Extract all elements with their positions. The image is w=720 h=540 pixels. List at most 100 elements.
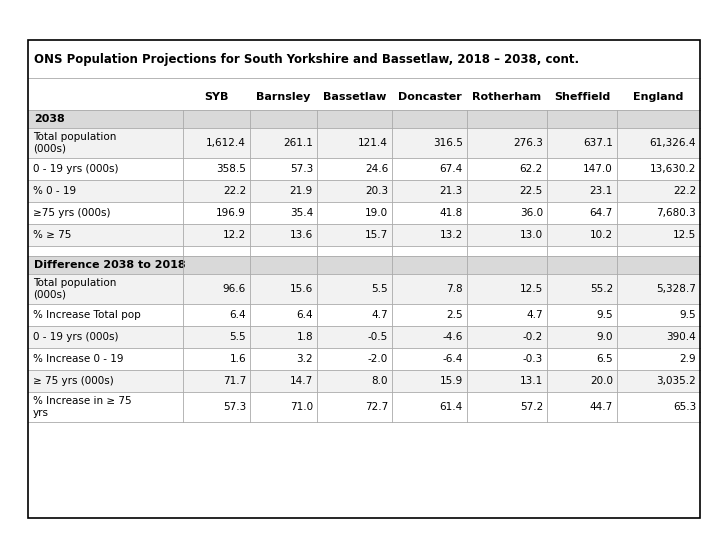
- Text: Barnsley: Barnsley: [256, 92, 311, 102]
- Text: 71.7: 71.7: [222, 376, 246, 386]
- Text: 20.3: 20.3: [365, 186, 388, 196]
- Text: 57.2: 57.2: [520, 402, 543, 412]
- Text: 0 - 19 yrs (000s): 0 - 19 yrs (000s): [33, 164, 119, 174]
- Text: 5.5: 5.5: [372, 284, 388, 294]
- Text: 57.3: 57.3: [289, 164, 313, 174]
- Text: % Increase in ≥ 75
yrs: % Increase in ≥ 75 yrs: [33, 396, 132, 418]
- Bar: [28, 326, 700, 348]
- Text: 121.4: 121.4: [358, 138, 388, 148]
- Bar: [28, 158, 700, 180]
- Text: 196.9: 196.9: [216, 208, 246, 218]
- Text: 15.9: 15.9: [440, 376, 463, 386]
- Text: 6.4: 6.4: [230, 310, 246, 320]
- Bar: [28, 274, 700, 304]
- Text: 9.5: 9.5: [596, 310, 613, 320]
- Text: 55.2: 55.2: [590, 284, 613, 294]
- Text: 2.9: 2.9: [680, 354, 696, 364]
- Text: ≥ 75 yrs (000s): ≥ 75 yrs (000s): [33, 376, 114, 386]
- Text: 8.0: 8.0: [372, 376, 388, 386]
- Text: -4.6: -4.6: [443, 332, 463, 342]
- Text: 2038: 2038: [34, 114, 65, 124]
- Text: 57.3: 57.3: [222, 402, 246, 412]
- Bar: [28, 202, 700, 224]
- Text: 4.7: 4.7: [372, 310, 388, 320]
- Text: 1.6: 1.6: [230, 354, 246, 364]
- Text: 637.1: 637.1: [583, 138, 613, 148]
- Text: % ≥ 75: % ≥ 75: [33, 230, 71, 240]
- Text: 358.5: 358.5: [216, 164, 246, 174]
- Text: 276.3: 276.3: [513, 138, 543, 148]
- Text: Doncaster: Doncaster: [397, 92, 462, 102]
- Text: 261.1: 261.1: [283, 138, 313, 148]
- Text: 65.3: 65.3: [672, 402, 696, 412]
- Text: 5,328.7: 5,328.7: [656, 284, 696, 294]
- Text: -0.3: -0.3: [523, 354, 543, 364]
- Text: 61.4: 61.4: [440, 402, 463, 412]
- Text: 21.9: 21.9: [289, 186, 313, 196]
- Text: -0.5: -0.5: [368, 332, 388, 342]
- Bar: [28, 110, 700, 128]
- Text: 71.0: 71.0: [290, 402, 313, 412]
- Text: % 0 - 19: % 0 - 19: [33, 186, 76, 196]
- Text: 15.7: 15.7: [365, 230, 388, 240]
- Text: 7.8: 7.8: [446, 284, 463, 294]
- Text: 0 - 19 yrs (000s): 0 - 19 yrs (000s): [33, 332, 119, 342]
- Bar: [28, 304, 700, 326]
- Text: 62.2: 62.2: [520, 164, 543, 174]
- Text: 4.7: 4.7: [526, 310, 543, 320]
- Text: 23.1: 23.1: [590, 186, 613, 196]
- Text: 9.5: 9.5: [680, 310, 696, 320]
- Text: 13.0: 13.0: [520, 230, 543, 240]
- Text: England: England: [634, 92, 684, 102]
- Text: 96.6: 96.6: [222, 284, 246, 294]
- Text: 44.7: 44.7: [590, 402, 613, 412]
- Text: 10.2: 10.2: [590, 230, 613, 240]
- Text: 6.4: 6.4: [297, 310, 313, 320]
- Bar: [28, 246, 700, 256]
- Text: 22.5: 22.5: [520, 186, 543, 196]
- Text: 3.2: 3.2: [297, 354, 313, 364]
- Text: 64.7: 64.7: [590, 208, 613, 218]
- Text: 72.7: 72.7: [365, 402, 388, 412]
- Bar: [28, 84, 700, 110]
- Text: 21.3: 21.3: [440, 186, 463, 196]
- Text: 35.4: 35.4: [289, 208, 313, 218]
- Text: % Increase Total pop: % Increase Total pop: [33, 310, 140, 320]
- Text: 13,630.2: 13,630.2: [649, 164, 696, 174]
- Text: Sheffield: Sheffield: [554, 92, 610, 102]
- Text: SYB: SYB: [204, 92, 229, 102]
- Text: 12.5: 12.5: [520, 284, 543, 294]
- Text: 19.0: 19.0: [365, 208, 388, 218]
- Text: 13.1: 13.1: [520, 376, 543, 386]
- Text: ≥75 yrs (000s): ≥75 yrs (000s): [33, 208, 110, 218]
- Text: 3,035.2: 3,035.2: [656, 376, 696, 386]
- Text: 147.0: 147.0: [583, 164, 613, 174]
- Text: 9.0: 9.0: [596, 332, 613, 342]
- Text: Total population
(000s): Total population (000s): [33, 278, 117, 300]
- Text: % Increase 0 - 19: % Increase 0 - 19: [33, 354, 124, 364]
- Bar: [28, 40, 700, 518]
- Text: 22.2: 22.2: [672, 186, 696, 196]
- Bar: [28, 370, 700, 392]
- Bar: [28, 256, 700, 274]
- Bar: [28, 392, 700, 422]
- Text: 7,680.3: 7,680.3: [656, 208, 696, 218]
- Bar: [28, 180, 700, 202]
- Text: -0.2: -0.2: [523, 332, 543, 342]
- Text: 14.7: 14.7: [289, 376, 313, 386]
- Text: 13.2: 13.2: [440, 230, 463, 240]
- Text: Bassetlaw: Bassetlaw: [323, 92, 386, 102]
- Text: 13.6: 13.6: [289, 230, 313, 240]
- Text: 316.5: 316.5: [433, 138, 463, 148]
- Text: 41.8: 41.8: [440, 208, 463, 218]
- Text: 22.2: 22.2: [222, 186, 246, 196]
- Text: 24.6: 24.6: [365, 164, 388, 174]
- Text: -2.0: -2.0: [368, 354, 388, 364]
- Text: 67.4: 67.4: [440, 164, 463, 174]
- Text: 36.0: 36.0: [520, 208, 543, 218]
- Text: 390.4: 390.4: [666, 332, 696, 342]
- Bar: [28, 224, 700, 246]
- Text: -6.4: -6.4: [443, 354, 463, 364]
- Text: Difference 2038 to 2018: Difference 2038 to 2018: [34, 260, 186, 270]
- Text: ONS Population Projections for South Yorkshire and Bassetlaw, 2018 – 2038, cont.: ONS Population Projections for South Yor…: [34, 52, 579, 65]
